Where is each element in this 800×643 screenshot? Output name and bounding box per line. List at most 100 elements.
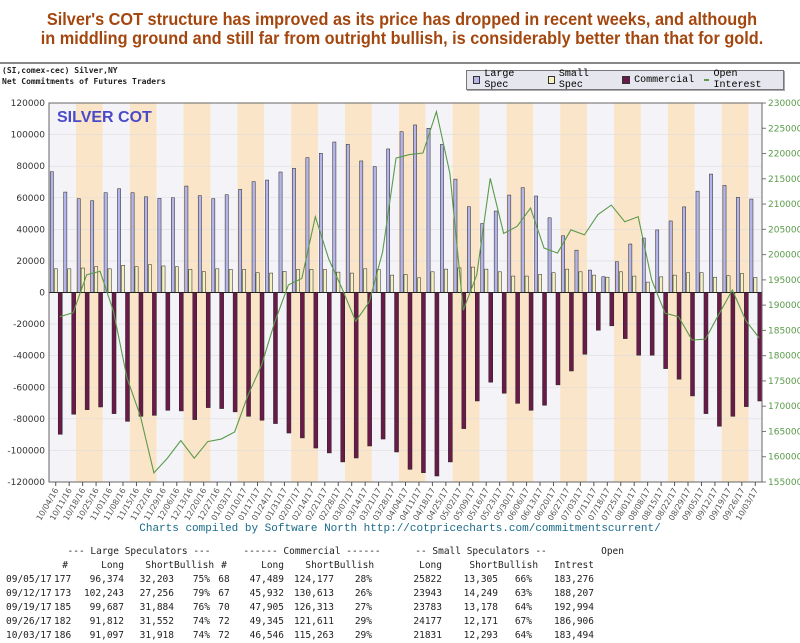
y-tick-label: 80000 xyxy=(16,162,45,172)
small-spec-bar xyxy=(484,268,489,293)
table-cell: 46,546 xyxy=(249,630,284,641)
commercial-bar xyxy=(569,292,574,372)
small-spec-bar xyxy=(53,268,58,293)
commercial-bar xyxy=(448,292,453,463)
commercial-bar xyxy=(528,292,534,411)
table-cell: 47,905 xyxy=(249,602,284,613)
y2-tick-label: 200000 xyxy=(768,251,800,261)
symbol-label: (SI,comex-cec) Silver,NY xyxy=(2,66,118,75)
commercial-bar xyxy=(98,292,103,408)
small-spec-bar xyxy=(175,266,179,293)
table-cell: 72 xyxy=(218,616,230,627)
commercial-bar xyxy=(690,292,695,397)
commercial-bar xyxy=(394,292,399,453)
y2-tick-label: 225000 xyxy=(768,124,800,134)
headline: Silver's COT structure has improved as i… xyxy=(36,10,769,48)
table-cell: 29% xyxy=(354,630,372,641)
small-spec-bar xyxy=(417,277,421,293)
commercial-bar xyxy=(353,292,359,459)
table-cell: 14,249 xyxy=(463,588,498,599)
small-spec-bar xyxy=(605,276,610,293)
table-cell: 186 xyxy=(54,630,72,641)
group-header-small: -- Small Speculators -- xyxy=(415,546,547,557)
small-spec-bar xyxy=(524,275,529,293)
table-cell: 64% xyxy=(514,602,532,613)
table-cell: 183,276 xyxy=(553,574,594,585)
small-spec-bar xyxy=(94,266,99,293)
table-cell: 21831 xyxy=(413,630,442,641)
small-spec-bar xyxy=(323,269,327,293)
large-spec-bar xyxy=(614,261,619,293)
legend-item: Commercial xyxy=(622,75,694,86)
large-spec-bar xyxy=(345,144,350,293)
table-header-row: # Long Short Bullish # Long Short Bullish Long Sh… xyxy=(6,559,624,573)
table-cell: 12,171 xyxy=(463,616,498,627)
table-cell: 68 xyxy=(218,574,230,585)
legend-label: Open Interest xyxy=(713,69,762,91)
large-spec-bar xyxy=(211,198,216,293)
y2-tick-label: 160000 xyxy=(768,453,800,463)
commercial-bar xyxy=(636,292,641,356)
table-cell: 67% xyxy=(514,616,532,627)
large-spec-bar xyxy=(547,217,552,293)
legend: Large Spec Small Spec Commercial Open Inter… xyxy=(466,69,784,91)
commercial-bar xyxy=(475,292,480,402)
legend-swatch xyxy=(547,76,555,84)
commercial-bar xyxy=(57,292,63,435)
commercial-bar xyxy=(622,292,628,339)
large-spec-bar xyxy=(265,179,269,293)
commercial-bar xyxy=(501,292,507,394)
small-spec-bar xyxy=(699,272,704,293)
table-cell: 27% xyxy=(354,602,372,613)
commercial-bar xyxy=(367,292,372,447)
large-spec-bar xyxy=(117,188,121,293)
small-spec-bar xyxy=(269,272,273,293)
small-spec-bar xyxy=(282,271,287,293)
large-spec-bar xyxy=(130,192,135,293)
small-spec-bar xyxy=(645,281,650,293)
commercial-bar xyxy=(555,292,561,386)
y2-tick-label: 180000 xyxy=(768,352,800,362)
commercial-bar xyxy=(273,292,278,424)
open-interest-line xyxy=(59,109,760,475)
commercial-bar xyxy=(407,292,413,470)
large-spec-bar xyxy=(372,166,377,293)
table-cell: 185 xyxy=(54,602,72,613)
table-cell: 76% xyxy=(192,602,210,613)
table-cell: 49,345 xyxy=(249,616,284,627)
small-spec-bar xyxy=(215,268,220,293)
column-header: Intrest xyxy=(553,560,594,571)
large-spec-bar xyxy=(413,124,417,293)
commercial-bar xyxy=(313,292,319,449)
commercial-bar xyxy=(286,292,292,434)
large-spec-bar xyxy=(238,189,243,293)
chart-header: (SI,comex-cec) Silver,NY Net Commitments… xyxy=(0,62,800,98)
commercial-bar xyxy=(138,292,144,417)
commercial-bar xyxy=(488,292,493,383)
table-cell: 47,489 xyxy=(249,574,284,585)
legend-swatch xyxy=(704,79,710,81)
table-cell: 126,313 xyxy=(293,602,334,613)
large-spec-bar xyxy=(359,160,364,293)
large-spec-bar xyxy=(184,185,189,293)
table-cell: 96,374 xyxy=(89,574,124,585)
large-spec-bar xyxy=(722,185,727,293)
commercial-bar xyxy=(542,292,547,406)
commercial-bar xyxy=(515,292,520,404)
column-header: # xyxy=(62,560,68,571)
small-spec-bar xyxy=(497,271,502,293)
small-spec-bar xyxy=(201,271,206,293)
small-spec-bar xyxy=(632,275,637,293)
small-spec-bar xyxy=(67,268,72,293)
table-row: 09/05/17 177 96,374 32,203 75% 68 47,489 124,17… xyxy=(6,573,624,587)
group-header-commercial: ------ Commercial ------ xyxy=(243,546,381,557)
table-cell: 115,263 xyxy=(293,630,334,641)
table-cell: 66% xyxy=(514,574,532,585)
credit-line: Charts compiled by Software North http:/… xyxy=(139,523,661,535)
commercial-bar xyxy=(676,292,682,380)
small-spec-bar xyxy=(753,277,758,293)
y2-tick-label: 210000 xyxy=(768,200,800,210)
y-tick-label: 40000 xyxy=(16,225,45,235)
small-spec-bar xyxy=(255,272,260,293)
large-spec-bar xyxy=(197,195,202,293)
